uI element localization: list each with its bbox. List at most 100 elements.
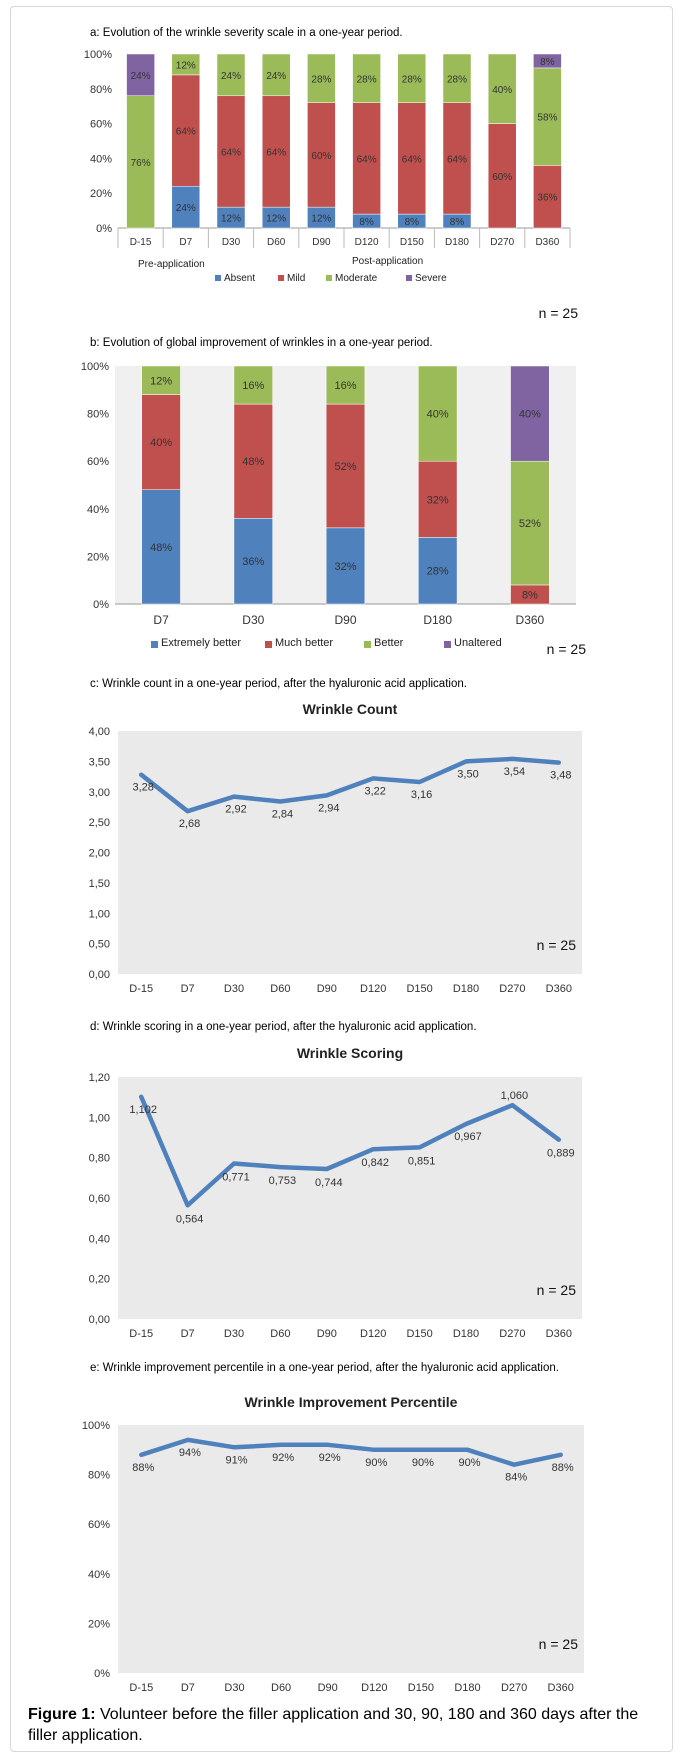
- panel-e-y-tick-label: 60%: [88, 1519, 110, 1531]
- panel-c-y-tick-label: 0,50: [89, 939, 110, 951]
- panel-a-data-label: 8%: [540, 57, 555, 68]
- panel-c-y-tick-label: 4,00: [89, 726, 110, 738]
- panel-a-y-tick-label: 100%: [84, 49, 112, 61]
- panel-b-y-tick-label: 0%: [93, 599, 109, 611]
- panel-d-data-label: 0,842: [361, 1157, 389, 1169]
- panel-b-legend-swatch: [364, 641, 371, 648]
- panel-b-bar-segment: [233, 518, 273, 605]
- panel-d-data-label: 1,102: [129, 1104, 157, 1116]
- panel-a-legend-swatch: [406, 275, 412, 281]
- panel-a-data-label: 76%: [131, 158, 151, 169]
- panel-a-data-label: 64%: [357, 154, 377, 165]
- panel-c-data-label: 3,48: [550, 770, 571, 782]
- panel-e-data-label: 94%: [179, 1447, 201, 1459]
- panel-a-data-label: 60%: [492, 172, 512, 183]
- panel-b-y-tick-label: 20%: [87, 551, 109, 563]
- panel-c-y-tick-label: 1,50: [89, 878, 110, 890]
- panel-a-data-label: 8%: [450, 217, 465, 228]
- panel-b-legend-swatch: [151, 641, 158, 648]
- panel-a-bar-segment: [216, 53, 246, 97]
- panel-a-data-label: 58%: [537, 113, 557, 124]
- panel-b-bar-segment: [418, 365, 458, 462]
- panel-a-data-label: 12%: [311, 214, 331, 225]
- panel-a-bar-segment: [487, 53, 517, 124]
- panel-c-plot-area: [118, 731, 582, 974]
- panel-c-y-tick-label: 2,00: [89, 848, 110, 860]
- panel-c-y-tick-label: 1,00: [89, 908, 110, 920]
- wrinkle-improvement-line-chart: Wrinkle Improvement Percentile 0% 20% 40% 60…: [82, 1394, 584, 1694]
- panel-b-data-label: 48%: [150, 542, 172, 554]
- panel-e-x-tick-label: D30: [224, 1682, 244, 1694]
- panel-a-x-tick-label: D120: [355, 237, 379, 248]
- panel-e-x-tick-label: D120: [361, 1682, 387, 1694]
- panel-e-x-tick-label: D90: [318, 1682, 338, 1694]
- panel-e-data-label: 91%: [225, 1454, 247, 1466]
- panel-e-y-tick-label: 0%: [94, 1668, 110, 1680]
- panel-d-sample-size-note: n = 25: [537, 1282, 577, 1298]
- panel-a-group-label: Post-application: [352, 256, 423, 267]
- panel-c-x-tick-label: D-15: [129, 983, 153, 994]
- panel-c-data-label: 3,16: [411, 789, 432, 801]
- panel-e-data-label: 90%: [412, 1457, 434, 1469]
- panel-a-legend-swatch: [278, 275, 284, 281]
- panel-d-title: d: Wrinkle scoring in a one-year period,…: [90, 1021, 477, 1033]
- panel-a-data-label: 64%: [221, 147, 241, 158]
- panel-a-x-tick-label: D360: [535, 237, 559, 248]
- panel-d-x-tick-label: D360: [546, 1328, 572, 1340]
- panel-c-data-label: 2,68: [179, 818, 200, 830]
- panel-c-chart-title: Wrinkle Count: [303, 701, 398, 717]
- panel-d-x-tick-label: D90: [317, 1328, 337, 1340]
- panel-b-sample-size-note: n = 25: [547, 641, 587, 657]
- panel-b-data-label: 32%: [334, 561, 356, 573]
- panel-d-y-tick-label: 0,60: [89, 1193, 110, 1205]
- panel-b-data-label: 8%: [522, 589, 538, 601]
- panel-e-data-label: 88%: [132, 1462, 154, 1474]
- panel-a-x-tick-label: D60: [267, 237, 286, 248]
- panel-a-legend-label: Moderate: [335, 273, 378, 284]
- panel-c-x-tick-label: D90: [317, 983, 337, 994]
- panel-d-data-label: 0,771: [222, 1172, 250, 1184]
- panel-c-x-tick-label: D7: [181, 983, 195, 994]
- panel-b-bar-segment: [325, 403, 366, 529]
- panel-d-y-tick-label: 0,00: [89, 1314, 110, 1326]
- panel-b-x-tick-label: D360: [516, 613, 545, 627]
- panel-e-x-tick-label: D60: [271, 1682, 291, 1694]
- panel-a-bar-segment: [442, 102, 472, 215]
- panel-a-bar-segment: [216, 95, 246, 208]
- panel-a-bar-segment: [171, 53, 201, 76]
- panel-b-bar-segment: [325, 527, 366, 605]
- wrinkle-count-line-chart: Wrinkle Count 0,00 0,50 1,00 1,50 2,00 2,50 3,0…: [89, 701, 582, 994]
- panel-a-data-label: 64%: [447, 154, 467, 165]
- panel-a-legend-label: Severe: [415, 273, 447, 284]
- panel-a-y-tick-label: 20%: [90, 188, 112, 200]
- panel-e-y-tick-label: 100%: [82, 1420, 110, 1432]
- panel-c-x-tick-label: D150: [406, 983, 432, 994]
- panel-a-x-tick-label: D150: [400, 237, 424, 248]
- panel-b-legend-label: Extremely better: [161, 637, 241, 649]
- panel-d-y-tick-label: 0,40: [89, 1233, 110, 1245]
- panel-a-data-label: 12%: [221, 214, 241, 225]
- panel-c-data-label: 2,92: [225, 804, 246, 816]
- panel-b-data-label: 52%: [334, 461, 356, 473]
- panel-a-x-tick-label: D90: [312, 237, 331, 248]
- panel-a-bar-segment: [442, 53, 472, 103]
- panel-a-legend-label: Mild: [287, 273, 305, 284]
- panel-b-x-tick-label: D30: [242, 613, 264, 627]
- panel-a-data-label: 24%: [131, 71, 151, 82]
- panel-e-plot-area: [118, 1425, 584, 1673]
- panel-a-data-label: 24%: [266, 71, 286, 82]
- panel-b-x-tick-label: D90: [334, 613, 356, 627]
- panel-a-bar-segment: [352, 102, 381, 215]
- panel-a-bar-segment: [307, 53, 336, 103]
- panel-b-y-tick-label: 100%: [81, 361, 109, 373]
- panel-e-chart-title: Wrinkle Improvement Percentile: [245, 1394, 458, 1410]
- panel-e-y-tick-label: 80%: [88, 1470, 110, 1482]
- panel-a-data-label: 64%: [402, 154, 422, 165]
- figure-caption: Figure 1: Volunteer before the filler ap…: [28, 1704, 668, 1746]
- panel-a-data-label: 8%: [359, 217, 374, 228]
- panel-b-bar-segment: [418, 537, 458, 605]
- panel-e-x-tick-label: D180: [454, 1682, 480, 1694]
- panel-b-bar-segment: [325, 365, 366, 405]
- panel-e-data-label: 92%: [272, 1452, 294, 1464]
- panel-d-x-tick-label: D60: [270, 1328, 290, 1340]
